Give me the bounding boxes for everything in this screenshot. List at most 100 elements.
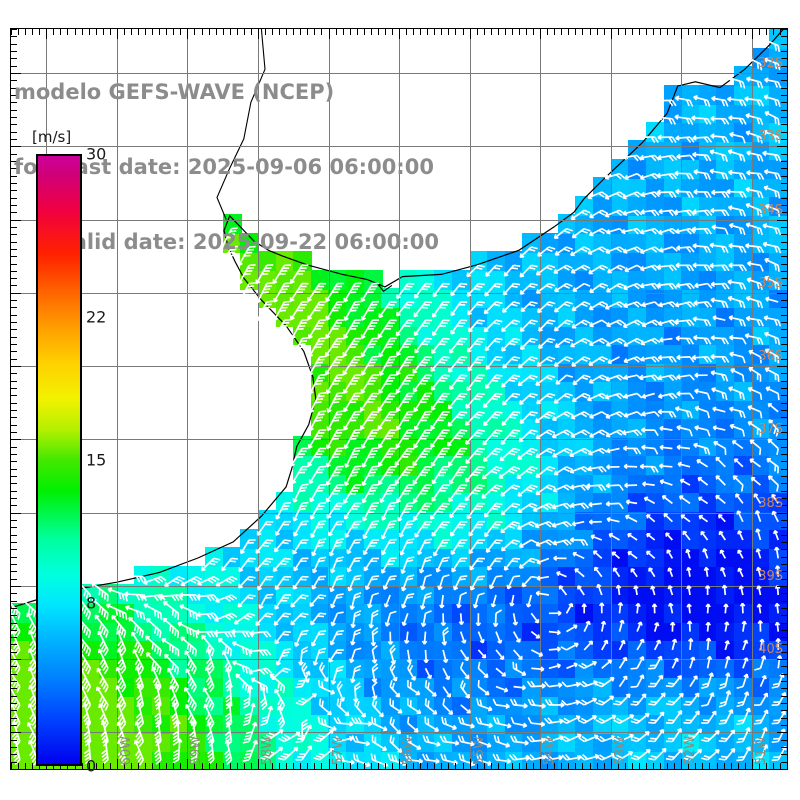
raster-cell: [452, 529, 471, 549]
raster-cell: [364, 677, 383, 697]
axis-tick: [781, 80, 787, 82]
axis-tick: [582, 763, 584, 769]
raster-cell: [752, 658, 771, 678]
axis-tick: [777, 366, 787, 367]
axis-tick: [781, 475, 787, 477]
axis-tick: [11, 571, 17, 573]
axis-tick: [781, 168, 787, 170]
axis-tick: [307, 763, 309, 769]
axis-tick: [138, 763, 139, 769]
axis-tick: [215, 763, 217, 769]
axis-tick: [497, 29, 499, 35]
axis-tick: [455, 763, 457, 769]
axis-tick: [744, 29, 746, 35]
axis-tick: [11, 527, 17, 529]
axis-tick: [709, 763, 711, 769]
axis-tick: [11, 622, 17, 624]
raster-cell: [752, 566, 771, 586]
raster-cell: [434, 492, 453, 512]
axis-tick: [469, 759, 471, 769]
raster-cell: [699, 677, 718, 697]
axis-tick: [781, 519, 787, 521]
axis-tick: [11, 593, 17, 595]
axis-tick: [11, 402, 17, 404]
colorbar-tick: 8: [86, 593, 97, 613]
raster-cell: [434, 510, 453, 530]
raster-cell: [522, 584, 541, 604]
raster-cell: [276, 510, 295, 530]
axis-tick: [11, 329, 17, 331]
axis-tick: [781, 527, 787, 529]
longitude-label: 56W: [401, 735, 416, 765]
axis-tick: [781, 388, 787, 389]
axis-tick: [11, 681, 17, 683]
axis-tick: [781, 454, 787, 455]
axis-tick: [11, 483, 17, 485]
raster-cell: [346, 529, 365, 549]
raster-cell: [628, 677, 647, 697]
raster-cell: [752, 603, 771, 623]
axis-tick: [781, 336, 787, 338]
axis-tick: [11, 519, 17, 521]
axis-tick: [781, 637, 787, 639]
axis-tick: [582, 29, 584, 35]
raster-cell: [452, 603, 471, 623]
axis-tick: [11, 373, 17, 375]
raster-cell: [293, 732, 312, 752]
axis-tick: [11, 395, 17, 397]
raster-cell: [699, 584, 718, 604]
raster-cell: [681, 640, 700, 660]
axis-tick: [781, 256, 787, 258]
axis-tick: [11, 549, 17, 551]
axis-tick: [781, 622, 787, 624]
axis-tick: [11, 769, 17, 770]
longitude-label: 60W: [118, 735, 134, 765]
raster-cell: [452, 547, 471, 567]
raster-cell: [487, 510, 506, 530]
axis-tick: [610, 759, 612, 769]
axis-tick: [11, 563, 17, 565]
axis-tick: [781, 629, 787, 631]
raster-cell: [505, 547, 524, 567]
raster-cell: [664, 510, 683, 530]
raster-cell: [611, 584, 630, 604]
raster-cell: [664, 658, 683, 678]
axis-tick: [781, 314, 787, 316]
axis-tick: [328, 759, 330, 769]
raster-cell: [558, 529, 577, 549]
axis-tick: [777, 219, 787, 221]
raster-cell: [611, 510, 630, 530]
axis-tick: [781, 29, 787, 30]
axis-tick: [781, 717, 787, 719]
axis-tick: [11, 307, 17, 309]
raster-cell: [487, 547, 506, 567]
axis-tick: [787, 29, 788, 35]
axis-tick: [688, 29, 690, 35]
axis-tick: [781, 160, 787, 162]
axis-tick: [781, 607, 787, 609]
raster-cell: [417, 640, 436, 660]
axis-tick: [11, 600, 17, 602]
raster-cell: [134, 603, 153, 623]
axis-tick: [716, 29, 718, 35]
axis-tick: [772, 763, 774, 769]
raster-cell: [505, 621, 524, 641]
raster-cell: [364, 510, 383, 530]
raster-cell: [716, 640, 735, 660]
axis-tick: [11, 497, 17, 499]
axis-tick: [781, 688, 787, 690]
axis-tick: [490, 29, 492, 35]
raster-cell: [240, 658, 259, 678]
axis-tick: [11, 710, 17, 712]
axis-tick: [286, 763, 288, 769]
axis-tick: [279, 763, 281, 769]
raster-cell: [434, 529, 453, 549]
raster-cell: [699, 510, 718, 530]
raster-cell: [346, 510, 365, 530]
axis-tick: [11, 461, 17, 463]
axis-tick: [11, 666, 17, 668]
colorbar-gradient: [36, 154, 82, 766]
raster-cell: [593, 584, 612, 604]
raster-cell: [258, 584, 277, 604]
